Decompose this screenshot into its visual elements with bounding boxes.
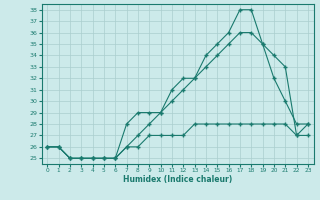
X-axis label: Humidex (Indice chaleur): Humidex (Indice chaleur) — [123, 175, 232, 184]
